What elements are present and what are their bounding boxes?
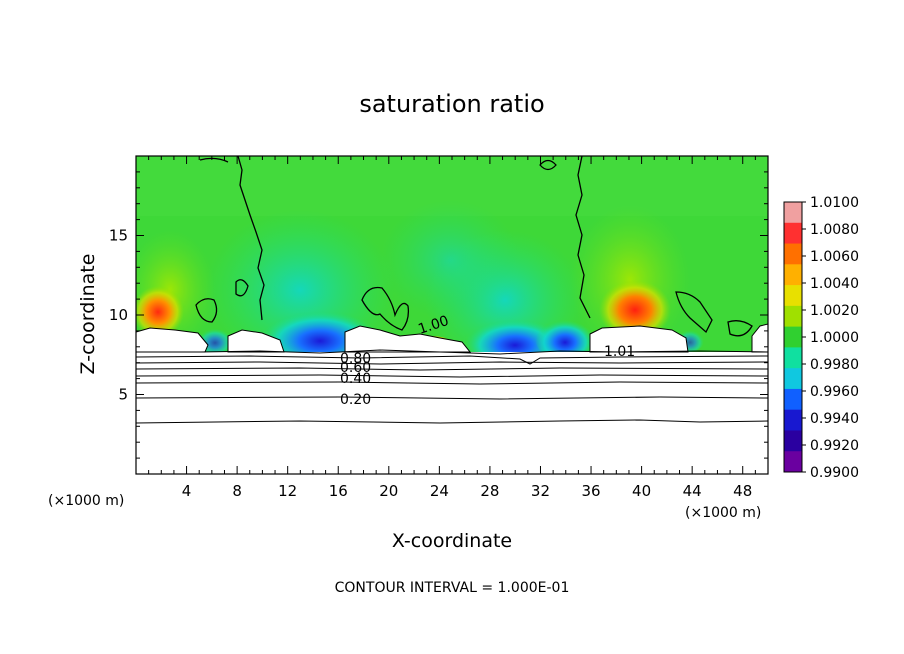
colorbar-label: 1.0100 [810,195,859,211]
x-axis: 4 8 12 16 20 24 28 32 36 40 44 48 [148,156,756,500]
colorbar-swatch [784,243,802,265]
contour-label: 0.40 [340,371,371,387]
cloud-patch [344,325,472,353]
x-tick-label: 8 [232,482,242,500]
x-tick-label: 16 [329,482,348,500]
colorbar-label: 0.9920 [810,438,859,454]
colorbar-label: 1.0020 [810,303,859,319]
plot-area: 0.80 0.60 0.40 0.20 1.00 1.01 [136,156,768,474]
x-axis-label: X-coordinate [392,530,512,552]
chart-title: saturation ratio [359,90,544,118]
colorbar: 1.0100 1.0080 1.0060 1.0040 1.0020 1.0000 0.99… [783,195,859,481]
contour-lines [195,156,753,337]
contour-label: 1.01 [604,344,635,360]
colorbar-label: 0.9980 [810,357,859,373]
colorbar-label: 1.0000 [810,330,859,346]
colorbar-swatch [784,285,802,307]
high-ratio-region [136,286,184,338]
colorbar-swatch [784,222,802,245]
x-tick-label: 28 [480,482,499,500]
lower-contours [136,349,768,424]
y-tick-label: 5 [118,386,128,404]
x-tick-label: 40 [632,482,651,500]
colorbar-label: 1.0080 [810,222,859,238]
x-tick-label: 4 [182,482,192,500]
y-tick-label: 15 [109,227,128,245]
low-ratio-region [535,316,595,360]
sub-cloud-region [136,352,768,474]
contour-label: 0.60 [340,360,371,376]
high-ratio-region [599,280,671,340]
colorbar-swatch [784,264,802,286]
x-tick-label: 32 [531,482,550,500]
colorbar-swatch [784,451,802,473]
colorbar-label: 1.0060 [810,249,859,265]
contour-interval-note: CONTOUR INTERVAL = 1.000E-01 [335,580,570,596]
x-tick-label: 36 [581,482,600,500]
colorbar-swatch [784,388,802,411]
colorbar-swatch [784,409,802,431]
x-tick-label: 12 [278,482,297,500]
colorbar-label: 0.9900 [810,465,859,481]
cyan-region [380,200,520,320]
colorbar-label: 0.9960 [810,384,859,400]
colorbar-swatch [784,430,802,452]
x-tick-label: 44 [683,482,702,500]
y-axis: 5 10 15 [109,171,768,459]
colorbar-swatch [784,326,802,348]
colorbar-label: 1.0040 [810,276,859,292]
colorbar-swatch [784,305,802,328]
y-axis-label: Z-coordinate [77,254,99,375]
x-tick-label: 24 [430,482,449,500]
contour-label: 0.80 [340,351,371,367]
contour-label: 0.20 [340,392,371,408]
x-unit-right: (×1000 m) [685,505,761,521]
colorbar-label: 0.9940 [810,411,859,427]
colorbar-swatch [784,202,802,224]
colorbar-swatch [784,347,802,369]
x-tick-label: 20 [379,482,398,500]
y-tick-label: 10 [109,306,128,324]
colorbar-swatch [784,368,802,390]
x-unit-left: (×1000 m) [48,493,124,509]
x-tick-label: 48 [733,482,752,500]
